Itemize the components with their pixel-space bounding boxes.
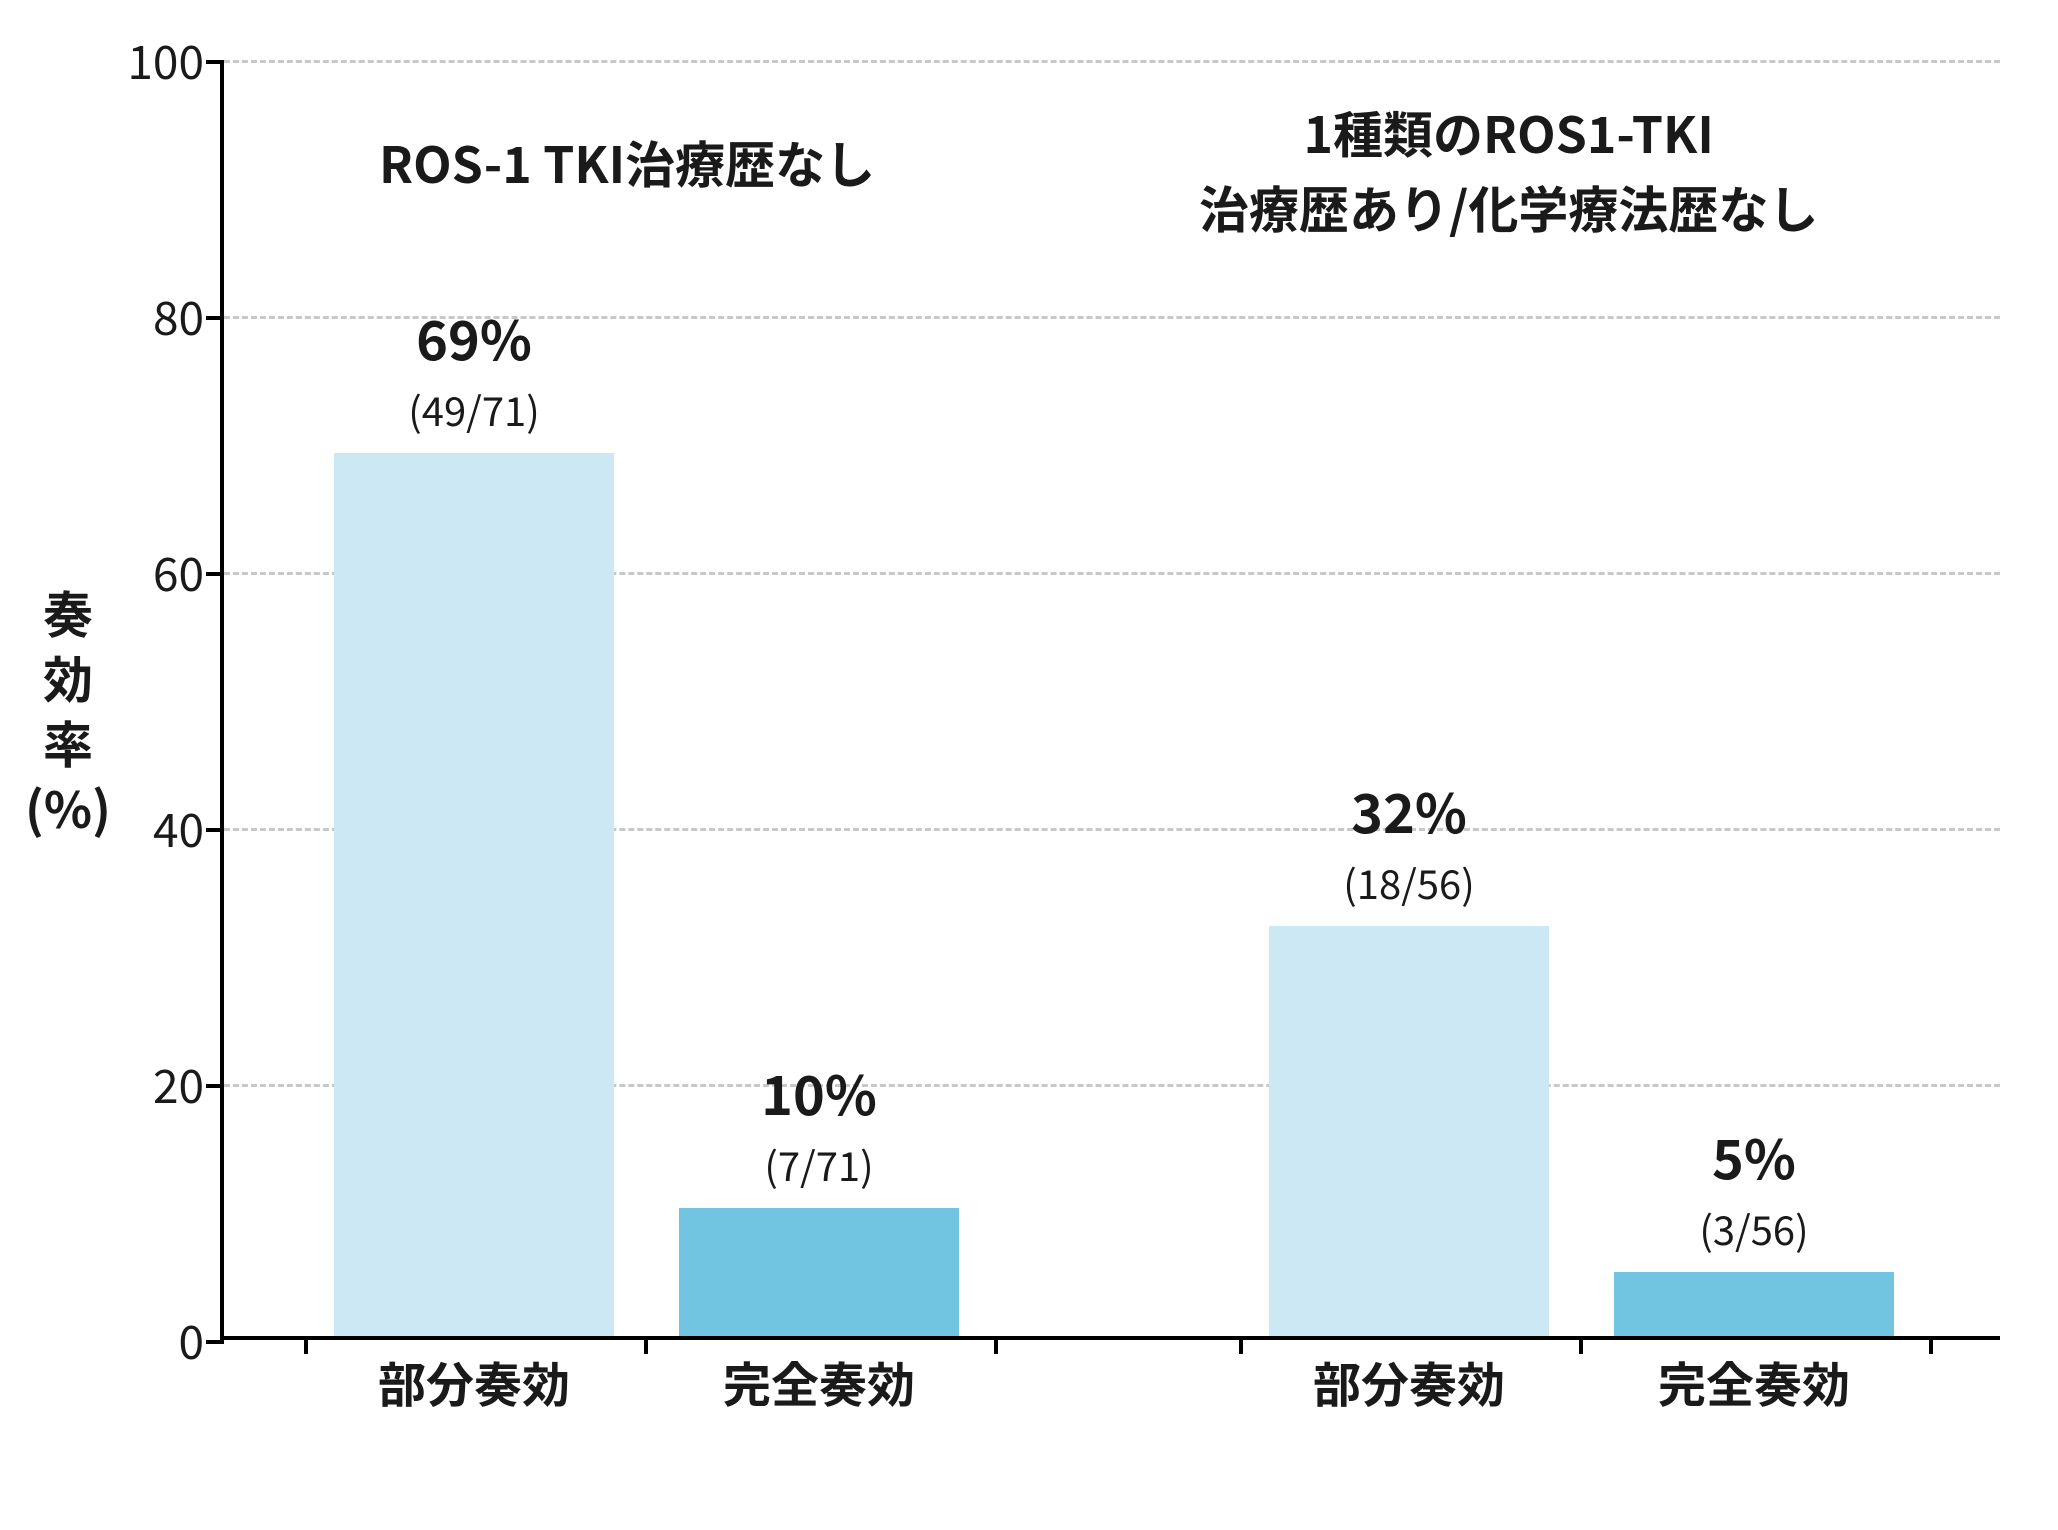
bar-value-fraction: (18/56) <box>1343 853 1475 911</box>
y-tick-label: 80 <box>124 283 204 349</box>
gridline <box>224 60 2000 63</box>
y-tick <box>206 1084 224 1088</box>
x-tick-label: 完全奏効 <box>1658 1346 1850 1416</box>
bar-group-header-line: 1種類のROS1-TKI <box>1199 95 1818 170</box>
y-axis-label-char-1: 奏 <box>25 580 111 645</box>
y-axis-label-char-2: 効 <box>25 645 111 710</box>
y-tick-label: 60 <box>124 539 204 605</box>
y-tick <box>206 1340 224 1344</box>
x-tick-label: 部分奏効 <box>378 1346 570 1416</box>
x-tick <box>994 1336 998 1354</box>
y-axis-label: 奏 効 率 (%) <box>25 580 111 840</box>
bar-value-label: 32%(18/56) <box>1343 770 1475 911</box>
bar-value-fraction: (49/71) <box>408 380 540 438</box>
bar-group-header: 1種類のROS1-TKI治療歴あり/化学療法歴なし <box>1199 95 1818 245</box>
bar-value-percent: 5% <box>1699 1116 1808 1195</box>
plot-area: 020406080100ROS-1 TKI治療歴なし部分奏効69%(49/71)… <box>220 60 2000 1340</box>
bar-value-percent: 69% <box>408 297 540 376</box>
x-tick <box>644 1336 648 1354</box>
x-tick-label: 完全奏効 <box>723 1346 915 1416</box>
x-tick <box>1929 1336 1933 1354</box>
bar-value-label: 5%(3/56) <box>1699 1116 1808 1257</box>
bar-chart: 奏 効 率 (%) 020406080100ROS-1 TKI治療歴なし部分奏効… <box>120 40 2020 1490</box>
bar-value-percent: 10% <box>761 1052 877 1131</box>
x-tick <box>1579 1336 1583 1354</box>
bar <box>334 453 614 1336</box>
y-tick <box>206 316 224 320</box>
y-tick <box>206 60 224 64</box>
bar-group-header-line: 治療歴あり/化学療法歴なし <box>1199 170 1818 245</box>
y-axis-label-unit: (%) <box>25 775 111 840</box>
bar <box>1269 926 1549 1336</box>
bar-value-label: 69%(49/71) <box>408 297 540 438</box>
y-axis-label-char-3: 率 <box>25 710 111 775</box>
x-tick <box>304 1336 308 1354</box>
y-tick <box>206 572 224 576</box>
bar <box>1614 1272 1894 1336</box>
y-tick-label: 0 <box>124 1307 204 1373</box>
bar-group-header-line: ROS-1 TKI治療歴なし <box>379 125 875 200</box>
bar-value-fraction: (3/56) <box>1699 1199 1808 1257</box>
bar-group-header: ROS-1 TKI治療歴なし <box>379 125 875 200</box>
y-tick <box>206 828 224 832</box>
y-tick-label: 20 <box>124 1051 204 1117</box>
bar-value-percent: 32% <box>1343 770 1475 849</box>
bar <box>679 1208 959 1336</box>
x-tick <box>1239 1336 1243 1354</box>
y-tick-label: 100 <box>124 27 204 93</box>
bar-value-fraction: (7/71) <box>761 1135 877 1193</box>
bar-value-label: 10%(7/71) <box>761 1052 877 1193</box>
y-tick-label: 40 <box>124 795 204 861</box>
x-tick-label: 部分奏効 <box>1313 1346 1505 1416</box>
